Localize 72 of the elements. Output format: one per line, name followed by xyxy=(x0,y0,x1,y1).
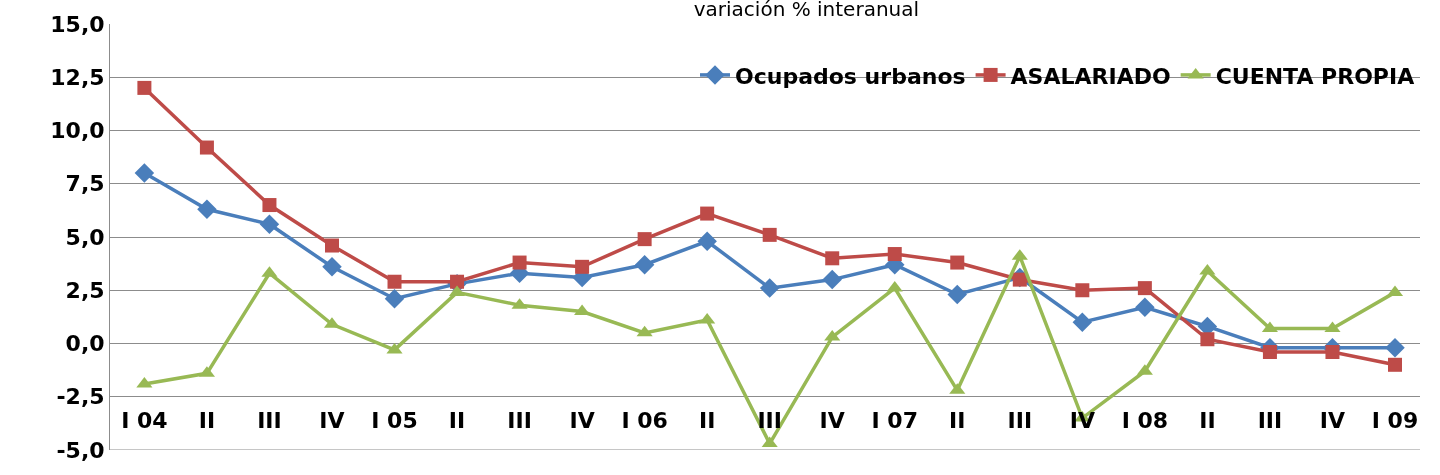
y-tick-label: -5,0 xyxy=(56,437,105,463)
point xyxy=(1325,345,1340,360)
point xyxy=(825,251,840,266)
point xyxy=(759,278,780,298)
point xyxy=(1387,357,1402,372)
x-tick-label: IV xyxy=(569,408,595,434)
point xyxy=(697,231,717,252)
point xyxy=(512,255,527,270)
point xyxy=(950,255,965,270)
point xyxy=(322,257,342,277)
chart-title: variación % interanual xyxy=(693,0,920,22)
point xyxy=(1262,345,1277,360)
x-tick-label: IV xyxy=(1069,408,1095,434)
point xyxy=(1012,272,1027,287)
x-tick-label: I 08 xyxy=(1121,408,1169,434)
x-tick-label: II xyxy=(698,408,716,434)
point xyxy=(386,342,403,354)
point xyxy=(1385,338,1405,358)
legend-label: Ocupados urbanos xyxy=(735,63,966,89)
x-tick-label: III xyxy=(257,408,282,434)
y-tick-label: 5,0 xyxy=(65,224,105,250)
x-tick-label: III xyxy=(757,408,782,434)
x-tick-label: II xyxy=(448,408,466,434)
point xyxy=(199,140,214,155)
legend-label: CUENTA PROPIA xyxy=(1215,63,1415,89)
point xyxy=(637,232,652,247)
x-tick-label: III xyxy=(1007,408,1033,434)
x-tick-label: II xyxy=(1199,408,1216,434)
x-tick-label: III xyxy=(1257,408,1283,434)
point xyxy=(134,163,155,183)
point xyxy=(1135,297,1155,318)
point xyxy=(384,289,405,309)
point xyxy=(259,214,280,234)
y-tick-label: 2,5 xyxy=(65,277,105,303)
point xyxy=(324,238,339,253)
point xyxy=(1200,332,1215,347)
x-tick-label: IV xyxy=(319,408,345,434)
point xyxy=(136,376,153,388)
y-tick-label: 10,0 xyxy=(50,118,105,144)
point xyxy=(761,436,778,448)
x-tick-label: IV xyxy=(1319,408,1346,434)
point xyxy=(262,198,277,213)
point xyxy=(575,259,590,274)
y-tick-label: -2,5 xyxy=(56,384,105,410)
point xyxy=(387,274,402,289)
x-tick-label: I 09 xyxy=(1371,408,1419,434)
point xyxy=(700,206,715,221)
x-tick-label: I 07 xyxy=(871,408,918,434)
x-tick-label: I 06 xyxy=(621,408,668,434)
x-tick-label: I 04 xyxy=(121,408,168,434)
y-tick-label: 12,5 xyxy=(50,64,105,90)
legend-label: ASALARIADO xyxy=(1010,63,1171,89)
point xyxy=(762,227,777,242)
x-tick-label: II xyxy=(198,408,216,434)
point xyxy=(1072,312,1093,332)
y-tick-label: 7,5 xyxy=(65,171,105,197)
point xyxy=(634,254,655,275)
point xyxy=(887,247,902,262)
point xyxy=(1075,283,1090,298)
point xyxy=(947,284,968,305)
point xyxy=(197,199,217,220)
x-tick-label: IV xyxy=(819,408,845,434)
x-tick-label: III xyxy=(507,408,532,434)
x-tick-label: I 05 xyxy=(371,408,418,434)
y-tick-label: 15,0 xyxy=(50,11,105,37)
point xyxy=(636,325,653,337)
y-tick-label: 0,0 xyxy=(65,331,105,357)
point xyxy=(1324,321,1341,333)
point xyxy=(822,269,842,290)
point xyxy=(137,80,152,95)
x-tick-label: II xyxy=(949,408,966,434)
point xyxy=(1137,281,1152,296)
